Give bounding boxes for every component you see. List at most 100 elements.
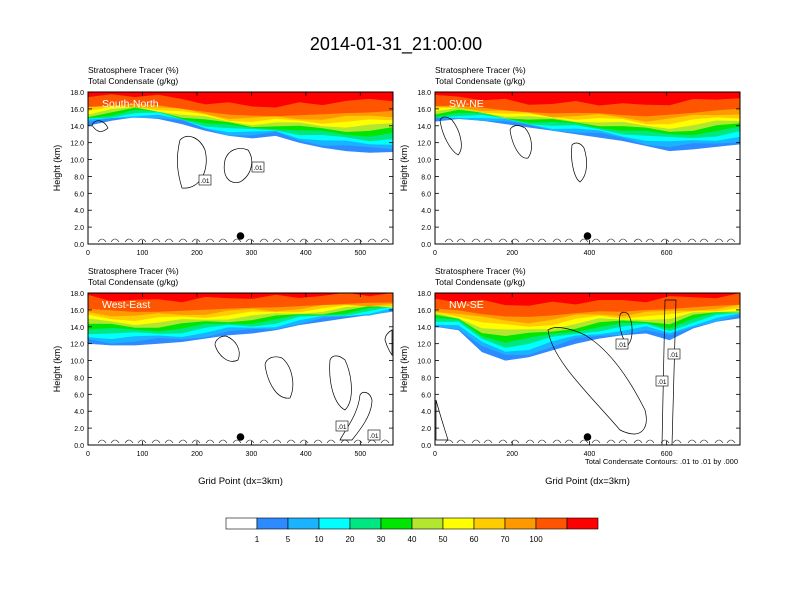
y-tick-label: 16.0 — [417, 308, 431, 315]
contour-label-text: .01 — [253, 165, 262, 172]
colorbar-label: 50 — [439, 535, 448, 544]
figure-title: 2014-01-31_21:00:00 — [310, 34, 482, 55]
colorbar-swatch — [504, 517, 537, 530]
condensate-contour — [214, 335, 240, 362]
y-tick-label: 0.0 — [74, 443, 84, 450]
x-tick-label: 100 — [137, 250, 149, 257]
location-marker — [583, 232, 592, 240]
x-tick-label: 0 — [433, 451, 437, 458]
x-tick-label: 400 — [300, 451, 312, 458]
y-tick-label: 12.0 — [70, 342, 84, 349]
x-axis-label: Grid Point (dx=3km) — [198, 476, 283, 487]
colorbar-swatch — [256, 517, 289, 530]
y-tick-label: 8.0 — [421, 174, 431, 181]
condensate-contour — [339, 391, 373, 441]
contour-label-text: .01 — [337, 424, 346, 431]
y-tick-label: 8.0 — [74, 174, 84, 181]
colorbar-swatch — [473, 517, 506, 530]
contour-label-box — [615, 338, 629, 350]
colorbar-label: 5 — [286, 535, 291, 544]
y-tick-label: 2.0 — [421, 225, 431, 232]
colorbar-label: 40 — [408, 535, 417, 544]
y-tick-label: 10.0 — [417, 359, 431, 366]
x-tick-label: 200 — [506, 451, 518, 458]
y-tick-label: 6.0 — [74, 191, 84, 198]
location-marker — [236, 232, 245, 240]
colorbar-label: 60 — [470, 535, 479, 544]
contour-label-text: .01 — [669, 352, 678, 359]
y-axis-label: Height (km) — [52, 346, 62, 393]
surface-contours — [444, 238, 736, 243]
y-axis-label: Height (km) — [52, 145, 62, 192]
y-tick-label: 4.0 — [421, 208, 431, 215]
location-marker — [583, 433, 592, 441]
panel-frame — [87, 91, 394, 245]
y-tick-label: 16.0 — [70, 308, 84, 315]
condensate-contour — [223, 148, 253, 183]
y-axis-label: Height (km) — [399, 346, 409, 393]
colorbar-swatch — [566, 517, 599, 530]
y-tick-label: 10.0 — [417, 158, 431, 165]
colorbar-label: 100 — [529, 535, 543, 544]
cross-section-title: West-East — [102, 299, 150, 311]
y-axis-label: Height (km) — [399, 145, 409, 192]
contour-label-text: .01 — [200, 178, 209, 185]
y-tick-label: 14.0 — [70, 124, 84, 131]
panel-frame — [434, 91, 741, 245]
contour-label-text: .01 — [657, 379, 666, 386]
y-tick-label: 6.0 — [74, 392, 84, 399]
cross-section-title: South-North — [102, 98, 159, 110]
cross-section-title: SW-NE — [449, 98, 484, 110]
y-tick-label: 2.0 — [421, 426, 431, 433]
x-tick-label: 600 — [661, 250, 673, 257]
y-tick-label: 18.0 — [417, 291, 431, 298]
condensate-contour — [571, 142, 587, 183]
panel-2: SW-NE Stratosphere Tracer (%)Total Conden… — [399, 65, 741, 257]
contour-label-box — [655, 375, 669, 387]
field-label-tracer: Stratosphere Tracer (%) — [435, 65, 526, 75]
panel-frame — [87, 292, 394, 446]
y-tick-label: 14.0 — [417, 325, 431, 332]
footnote: Total Condensate Contours: .01 to .01 by… — [585, 457, 738, 466]
y-tick-label: 0.0 — [421, 443, 431, 450]
tracer-field: .01 .01 — [88, 293, 393, 445]
condensate-contour — [264, 356, 294, 399]
colorbar-swatch — [318, 517, 351, 530]
colorbar-swatch — [225, 517, 258, 530]
cross-section-title: NW-SE — [449, 299, 484, 311]
condensate-contour — [439, 116, 462, 156]
x-tick-label: 200 — [191, 451, 203, 458]
y-tick-label: 12.0 — [417, 342, 431, 349]
field-label-tracer: Stratosphere Tracer (%) — [88, 266, 179, 276]
field-label-condensate: Total Condensate (g/kg) — [435, 277, 525, 287]
tracer-band-level-11 — [88, 293, 393, 303]
tracer-band-level-11 — [435, 293, 740, 306]
condensate-contour — [661, 299, 677, 445]
y-tick-label: 4.0 — [74, 208, 84, 215]
contour-label: .01 — [655, 375, 669, 387]
x-tick-label: 400 — [584, 250, 596, 257]
colorbar-swatch — [411, 517, 444, 530]
contour-label: .01 — [198, 174, 212, 186]
colorbar-label: 20 — [346, 535, 355, 544]
y-tick-label: 2.0 — [74, 426, 84, 433]
y-tick-label: 12.0 — [417, 141, 431, 148]
y-tick-label: 18.0 — [70, 291, 84, 298]
y-tick-label: 14.0 — [417, 124, 431, 131]
colorbar-swatch — [287, 517, 320, 530]
condensate-contour — [619, 311, 633, 346]
contour-label-text: .01 — [369, 433, 378, 440]
y-tick-label: 18.0 — [70, 90, 84, 97]
x-tick-label: 400 — [300, 250, 312, 257]
colorbar: 1 5 10 20 30 40 50 60 70 100 — [225, 517, 599, 544]
y-tick-label: 10.0 — [70, 359, 84, 366]
condensate-contour — [91, 120, 109, 132]
contour-label-box — [251, 161, 265, 173]
colorbar-label: 1 — [255, 535, 260, 544]
y-tick-label: 10.0 — [70, 158, 84, 165]
contour-label-box — [198, 174, 212, 186]
field-label-condensate: Total Condensate (g/kg) — [435, 76, 525, 86]
x-tick-label: 300 — [246, 451, 258, 458]
colorbar-label: 70 — [501, 535, 510, 544]
